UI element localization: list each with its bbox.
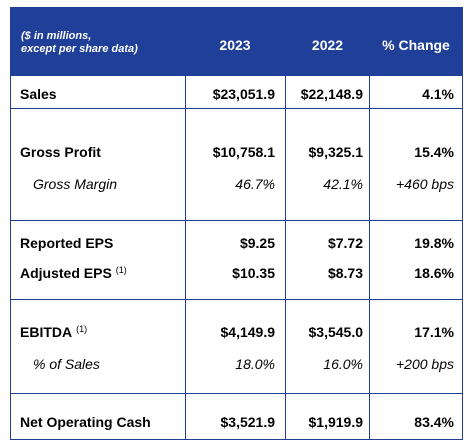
row-label-sales: Sales <box>20 86 57 102</box>
row-divider <box>11 108 462 109</box>
footnote-marker: (1) <box>76 324 88 334</box>
ebitda-label-text: EBITDA <box>20 324 73 340</box>
adjusted-eps-label-text: Adjusted EPS <box>20 265 112 281</box>
gross-profit-2023: $10,758.1 <box>212 144 275 160</box>
reported-eps-2023: $9.25 <box>239 235 275 251</box>
sales-2023: $23,051.9 <box>212 86 275 102</box>
sales-2022: $22,148.9 <box>300 86 363 102</box>
gross-profit-change: 15.4% <box>414 144 454 160</box>
adjusted-eps-2022: $8.73 <box>327 265 363 281</box>
row-divider <box>11 393 462 394</box>
row-label-reported-eps: Reported EPS <box>20 235 114 251</box>
row-label-net-operating-cash: Net Operating Cash <box>20 414 151 430</box>
gross-profit-2022: $9,325.1 <box>308 144 364 160</box>
column-divider <box>369 8 370 439</box>
net-operating-cash-change: 83.4% <box>414 414 454 430</box>
net-operating-cash-2022: $1,919.9 <box>308 414 364 430</box>
pct-of-sales-change: +200 bps <box>396 356 454 372</box>
gross-margin-2022: 42.1% <box>323 176 363 192</box>
row-label-gross-margin: Gross Margin <box>33 176 118 192</box>
row-divider <box>11 299 462 300</box>
net-operating-cash-2023: $3,521.9 <box>220 414 276 430</box>
gross-margin-change: +460 bps <box>396 176 454 192</box>
row-label-pct-of-sales: % of Sales <box>33 356 100 372</box>
header-2022: 2022 <box>311 37 344 53</box>
adjusted-eps-change: 18.6% <box>414 265 454 281</box>
adjusted-eps-2023: $10.35 <box>232 265 275 281</box>
column-divider <box>185 8 186 439</box>
header-2023: 2023 <box>219 37 251 53</box>
column-divider <box>285 8 286 439</box>
table-header: ($ in millions, except per share data) 2… <box>11 8 462 76</box>
sales-change: 4.1% <box>422 86 454 102</box>
row-label-adjusted-eps: Adjusted EPS (1) <box>20 265 127 281</box>
gross-margin-2023: 46.7% <box>235 176 275 192</box>
pct-of-sales-2023: 18.0% <box>235 356 275 372</box>
row-divider <box>11 220 462 221</box>
ebitda-change: 17.1% <box>414 324 454 340</box>
pct-of-sales-2022: 16.0% <box>323 356 363 372</box>
row-label-gross-profit: Gross Profit <box>20 144 101 160</box>
footnote-marker: (1) <box>115 265 127 275</box>
header-change: % Change <box>382 37 450 53</box>
row-label-ebitda: EBITDA (1) <box>20 324 87 340</box>
ebitda-2023: $4,149.9 <box>220 324 276 340</box>
financial-summary-table: ($ in millions, except per share data) 2… <box>10 7 463 440</box>
header-units-note: ($ in millions, except per share data) <box>21 30 138 55</box>
ebitda-2022: $3,545.0 <box>308 324 364 340</box>
reported-eps-change: 19.8% <box>414 235 454 251</box>
reported-eps-2022: $7.72 <box>327 235 363 251</box>
